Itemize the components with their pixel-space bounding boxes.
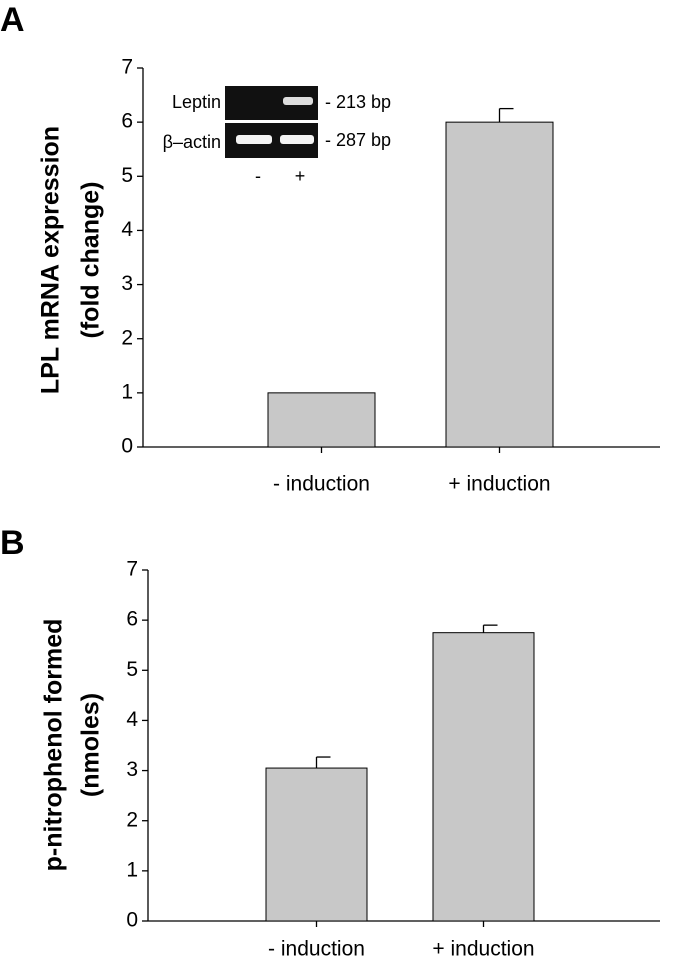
y-tick-label: 7: [126, 558, 138, 581]
band: [283, 97, 313, 105]
y-tick-label: 0: [126, 909, 138, 932]
y-axis-label: p-nitrophenol formed: [40, 619, 68, 872]
y-axis-label: LPL mRNA expression: [37, 126, 65, 394]
error-bar: [315, 756, 331, 769]
y-tick-label: 7: [121, 56, 133, 79]
panel-label: B: [0, 524, 25, 562]
x-tick-label: - induction: [268, 938, 365, 961]
y-axis-label: (fold change): [77, 182, 105, 339]
y-tick-label: 4: [126, 708, 138, 731]
y-tick-label: 6: [126, 608, 138, 631]
bar: [432, 632, 535, 922]
inset-row-label: Leptin: [172, 92, 221, 112]
error-bar: [498, 107, 514, 123]
y-tick-label: 1: [121, 380, 133, 403]
x-tick-label: - induction: [273, 473, 370, 496]
bar: [267, 392, 376, 448]
bar: [445, 121, 554, 448]
y-tick-label: 1: [126, 858, 138, 881]
y-tick-label: 4: [121, 218, 133, 241]
y-tick-label: 6: [121, 110, 133, 133]
inset-lane-label: -: [255, 166, 261, 186]
y-tick-label: 5: [126, 658, 138, 681]
x-tick-label: + induction: [448, 473, 550, 496]
y-axis-label: (nmoles): [77, 693, 105, 797]
y-tick-label: 3: [126, 758, 138, 781]
band: [236, 135, 272, 144]
inset-lane-label: +: [295, 166, 306, 186]
y-tick-label: 5: [121, 164, 133, 187]
y-tick-label: 2: [121, 326, 133, 349]
y-tick-label: 0: [121, 435, 133, 458]
panel-label: A: [0, 1, 25, 39]
y-tick-label: 2: [126, 808, 138, 831]
band: [280, 135, 314, 144]
bar: [265, 767, 368, 922]
x-tick-label: + induction: [432, 938, 534, 961]
inset-size-label: - 213 bp: [325, 92, 391, 112]
inset-size-label: - 287 bp: [325, 130, 391, 150]
error-bar: [482, 624, 498, 633]
inset-row-label: β–actin: [163, 132, 221, 152]
y-tick-label: 3: [121, 272, 133, 295]
